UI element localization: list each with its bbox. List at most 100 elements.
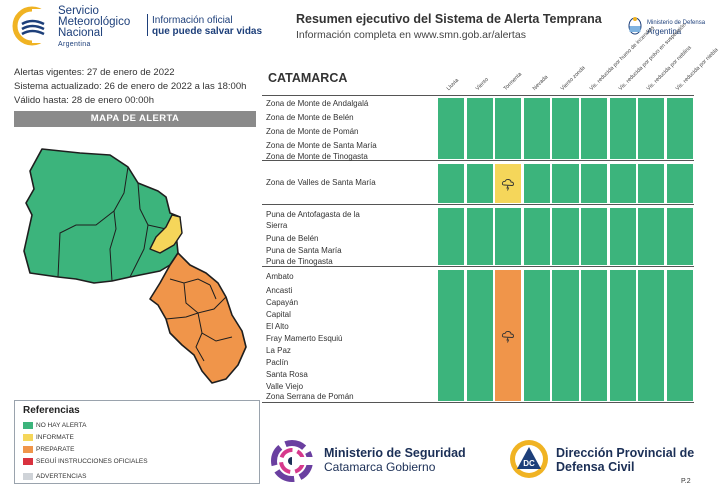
page-title: Resumen ejecutivo del Sistema de Alerta …	[296, 12, 602, 26]
alert-cell	[609, 164, 636, 203]
alert-cell	[523, 164, 550, 203]
civil-defense-line2: Defensa Civil	[556, 460, 635, 474]
map-region-orange	[149, 252, 247, 384]
zone-name: El Alto	[266, 322, 289, 331]
org-name: Servicio Meteorológico Nacional Argentin…	[58, 5, 131, 50]
valid-until: Válido hasta: 28 de enero 00:00h	[14, 95, 154, 106]
alert-cell	[438, 270, 465, 401]
ministry-security-line2: Catamarca Gobierno	[324, 460, 436, 474]
alert-cell	[438, 98, 465, 159]
ministry-line2: Argentina	[647, 27, 682, 36]
zone-name: Zona de Monte de Tinogasta	[266, 152, 368, 161]
zone-name: Capayán	[266, 298, 299, 307]
zone-name: Puna de Tinogasta	[266, 257, 333, 266]
column-header: Lluvia	[445, 77, 461, 92]
storm-cloud-icon	[502, 178, 515, 191]
legend-title: Referencias	[23, 405, 80, 416]
table-divider	[262, 402, 694, 403]
alert-cell	[609, 270, 636, 401]
alert-cell	[466, 208, 493, 265]
alert-cell	[638, 270, 665, 401]
column-header: Viento zonda	[560, 65, 588, 92]
column-header: Tormenta	[502, 71, 524, 92]
page-subtitle: Información completa en www.smn.gob.ar/a…	[296, 29, 526, 41]
legend: Referencias NO HAY ALERTA INFORMATE PREP…	[14, 400, 260, 484]
alert-cell	[495, 98, 522, 159]
table-divider	[262, 95, 694, 96]
zone-name: Ancasti	[266, 286, 293, 295]
legend-item: PREPARATE	[23, 446, 74, 453]
alert-cell	[495, 164, 522, 203]
page-number: P.2	[681, 478, 691, 485]
alert-cell	[438, 208, 465, 265]
legend-label: PREPARATE	[36, 446, 75, 453]
alert-cell	[466, 270, 493, 401]
alerts-valid-date: Alertas vigentes: 27 de enero de 2022	[14, 67, 175, 78]
storm-cloud-icon	[502, 330, 515, 343]
legend-swatch	[23, 473, 33, 480]
alert-cell	[609, 98, 636, 159]
legend-swatch	[23, 446, 33, 453]
map-region-green	[23, 148, 181, 284]
alert-cell	[666, 270, 693, 401]
system-updated: Sistema actualizado: 26 de enero de 2022…	[14, 81, 247, 92]
civil-defense-logo: DC	[510, 440, 548, 478]
org-name-line1: Servicio	[58, 5, 99, 17]
zone-name: Zona de Monte de Belén	[266, 113, 354, 122]
alert-map	[23, 148, 247, 384]
alert-cell	[638, 164, 665, 203]
column-header: Viento	[474, 76, 490, 92]
ministry-defense: Ministerio de Defensa Argentina	[647, 20, 705, 36]
legend-label: ADVERTENCIAS	[36, 473, 87, 480]
alert-cell	[552, 208, 579, 265]
ministry-security: Ministerio de Seguridad Catamarca Gobier…	[324, 446, 466, 474]
ministry-shield-icon	[628, 17, 642, 35]
alert-cell	[666, 164, 693, 203]
alert-cell	[552, 98, 579, 159]
zone-name: Puna de Antofagasta de la	[266, 210, 360, 219]
civil-defense: Dirección Provincial de Defensa Civil	[556, 446, 694, 474]
zone-name: Zona de Monte de Pomán	[266, 127, 359, 136]
alert-cell	[523, 208, 550, 265]
zone-name: Zona Serrana de Pomán	[266, 392, 354, 401]
org-name-line2: Meteorológico	[58, 16, 131, 28]
legend-label: SEGUÍ INSTRUCCIONES OFICIALES	[36, 458, 148, 465]
org-name-line3: Nacional	[58, 27, 103, 39]
alert-cell	[581, 164, 608, 203]
zone-name: Zona de Monte de Andalgalá	[266, 99, 369, 108]
alert-cell	[581, 270, 608, 401]
legend-item: INFORMATE	[23, 434, 74, 441]
ministry-line1: Ministerio de Defensa	[647, 20, 706, 26]
alert-cell	[552, 164, 579, 203]
alert-cell	[638, 208, 665, 265]
zone-name: Puna de Santa María	[266, 246, 342, 255]
slogan: Información oficial que puede salvar vid…	[152, 15, 262, 37]
alert-cell	[495, 270, 522, 401]
map-title: MAPA DE ALERTA	[14, 111, 256, 127]
zone-name: Sierra	[266, 221, 288, 230]
civil-defense-line1: Dirección Provincial de	[556, 446, 695, 460]
zone-name: La Paz	[266, 346, 291, 355]
legend-label: INFORMATE	[36, 434, 74, 441]
zone-name: Fray Mamerto Esquiú	[266, 334, 343, 343]
column-header: Nevada	[531, 74, 550, 92]
zone-name: Ambato	[266, 272, 294, 281]
header-divider	[147, 14, 148, 36]
legend-swatch	[23, 458, 33, 465]
alert-cell	[523, 98, 550, 159]
slogan-line1: Información oficial	[152, 15, 233, 26]
legend-item: NO HAY ALERTA	[23, 422, 86, 429]
alert-cell	[581, 208, 608, 265]
province-name: CATAMARCA	[268, 71, 348, 85]
smn-logo	[12, 6, 56, 46]
alert-cell	[466, 98, 493, 159]
legend-swatch	[23, 422, 33, 429]
map-region-yellow	[149, 214, 183, 254]
alert-cell	[666, 98, 693, 159]
ministry-security-line1: Ministerio de Seguridad	[324, 446, 466, 460]
table-divider	[262, 266, 694, 267]
alert-cell	[495, 208, 522, 265]
zone-name: Zona de Valles de Santa María	[266, 178, 376, 187]
zone-name: Santa Rosa	[266, 370, 308, 379]
alert-cell	[438, 164, 465, 203]
